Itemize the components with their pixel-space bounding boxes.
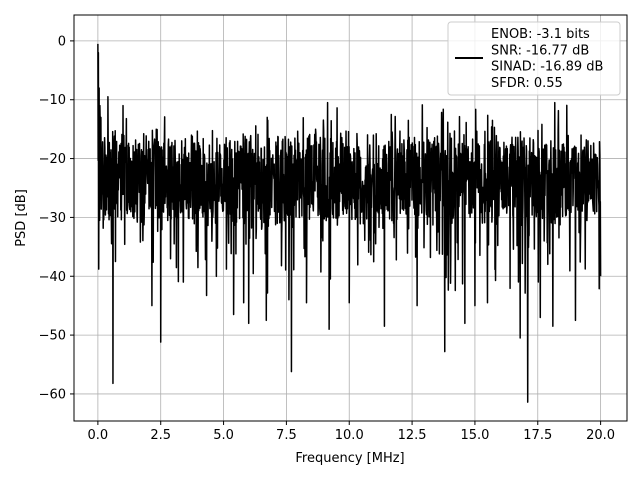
- ticks: 0.0 2.5 5.0 7.5 10.0 12.5 15.0 17.5 20.0 0 −10 −20 −…: [39, 34, 616, 443]
- legend-line-1: ENOB: -3.1 bits: [491, 27, 590, 42]
- x-tick-label: 12.5: [398, 428, 427, 443]
- x-tick-label: 17.5: [523, 428, 552, 443]
- plot-frame: [73, 14, 628, 422]
- legend-line-2: SNR: -16.77 dB: [491, 43, 589, 58]
- y-tick-label: −60: [39, 387, 66, 402]
- y-tick-label: −40: [39, 270, 66, 285]
- x-tick-label: 20.0: [586, 428, 615, 443]
- y-tick-label: −50: [39, 329, 66, 344]
- series-layer: [97, 43, 602, 403]
- y-tick-label: 0: [58, 34, 66, 49]
- y-tick-label: −30: [39, 211, 66, 226]
- x-tick-label: 5.0: [213, 428, 234, 443]
- x-tick-label: 15.0: [460, 428, 489, 443]
- psd-series-line: [97, 43, 602, 403]
- legend-line-3: SINAD: -16.89 dB: [491, 60, 603, 75]
- legend: ENOB: -3.1 bits SNR: -16.77 dB SINAD: -16.…: [447, 21, 621, 96]
- y-axis-label: PSD [dB]: [14, 189, 29, 247]
- legend-line-4: SFDR: 0.55: [491, 76, 563, 91]
- legend-label: ENOB: -3.1 bits SNR: -16.77 dB SINAD: -16.…: [491, 27, 603, 91]
- x-axis-label: Frequency [MHz]: [295, 451, 404, 466]
- x-tick-label: 2.5: [150, 428, 171, 443]
- x-tick-label: 10.0: [335, 428, 364, 443]
- x-tick-label: 7.5: [276, 428, 297, 443]
- y-tick-label: −10: [39, 93, 66, 108]
- x-tick-label: 0.0: [88, 428, 109, 443]
- y-tick-label: −20: [39, 152, 66, 167]
- legend-box: [447, 21, 621, 96]
